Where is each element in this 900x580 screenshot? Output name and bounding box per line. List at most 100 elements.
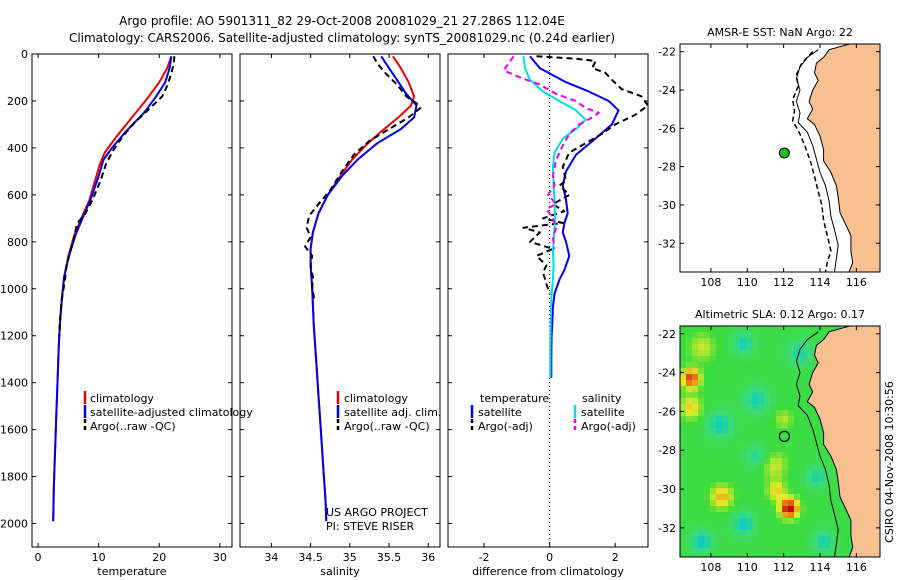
sla-cell [692, 494, 699, 501]
sla-cell [758, 344, 765, 351]
sla-cell [770, 380, 777, 387]
sla-cell [716, 464, 723, 471]
sla-cell [764, 476, 771, 483]
sla-cell [710, 350, 717, 357]
sla-cell [830, 524, 837, 531]
sla-cell [776, 404, 783, 411]
sla-cell [698, 422, 705, 429]
legend-label-satellite: satellite-adjusted climatology [90, 406, 253, 419]
sla-cell [704, 542, 711, 549]
sla-cell [794, 536, 801, 543]
sla-cell [686, 362, 693, 369]
sla-cell [752, 410, 759, 417]
sla-cell [710, 548, 717, 555]
sla-cell [680, 326, 687, 333]
sla-cell [752, 368, 759, 375]
sla-cell [710, 500, 717, 507]
sla-cell [764, 554, 771, 557]
sla-cell [812, 512, 819, 519]
sla-cell [740, 518, 747, 525]
y-tick-label: -26 [658, 405, 676, 418]
sla-cell [782, 398, 789, 405]
sla-cell [758, 530, 765, 537]
sla-cell [812, 488, 819, 495]
sla-cell [740, 386, 747, 393]
sla-cell [716, 386, 723, 393]
sla-cell [800, 554, 807, 557]
sla-cell [740, 482, 747, 489]
sla-cell [728, 518, 735, 525]
sla-cell [800, 380, 807, 387]
sla-cell [716, 470, 723, 477]
sla-cell [806, 506, 813, 513]
sla-cell [680, 428, 687, 435]
sla-cell [830, 470, 837, 477]
sla-cell [758, 482, 765, 489]
sla-cell [692, 440, 699, 447]
sla-cell [698, 338, 705, 345]
sla-cell [728, 422, 735, 429]
sla-cell [824, 548, 831, 555]
x-tick-label: 0 [546, 551, 553, 564]
sla-cell [740, 326, 747, 333]
y-tick-label: 800 [7, 236, 28, 249]
sla-cell [812, 524, 819, 531]
sla-cell [704, 518, 711, 525]
sla-cell [722, 398, 729, 405]
sla-cell [680, 332, 687, 339]
series-line-argo-raw-qc- [304, 55, 422, 301]
sla-cell [740, 368, 747, 375]
sla-cell [710, 416, 717, 423]
sla-cell [716, 410, 723, 417]
sla-cell [692, 476, 699, 483]
legend-label-argo: Argo(..raw -QC) [90, 420, 176, 433]
sla-cell [698, 434, 705, 441]
sla-cell [770, 434, 777, 441]
sla-cell [704, 356, 711, 363]
sla-cell [812, 428, 819, 435]
sla-cell [788, 446, 795, 453]
x-tick-label: 20 [152, 551, 166, 564]
sla-cell [758, 548, 765, 555]
sla-cell [824, 530, 831, 537]
sla-cell [806, 326, 813, 333]
x-tick-label: 34.5 [298, 551, 323, 564]
sla-cell [794, 368, 801, 375]
sla-cell [686, 536, 693, 543]
sla-cell [776, 326, 783, 333]
sla-cell [722, 374, 729, 381]
sla-cell [692, 374, 699, 381]
sla-cell [716, 524, 723, 531]
sla-cell [710, 374, 717, 381]
sla-cell [746, 440, 753, 447]
sla-cell [752, 428, 759, 435]
sla-cell [818, 488, 825, 495]
sla-cell [812, 542, 819, 549]
sla-cell [824, 518, 831, 525]
sla-cell [686, 542, 693, 549]
sla-cell [782, 326, 789, 333]
sla-cell [686, 374, 693, 381]
sla-cell [812, 470, 819, 477]
sla-cell [722, 470, 729, 477]
y-tick-label: -28 [658, 444, 676, 457]
sla-cell [806, 332, 813, 339]
sla-cell [740, 392, 747, 399]
sla-cell [842, 524, 849, 531]
sla-cell [680, 338, 687, 345]
sla-cell [722, 494, 729, 501]
sla-cell [698, 470, 705, 477]
sla-cell [692, 548, 699, 555]
sla-cell [728, 398, 735, 405]
sla-cell [800, 470, 807, 477]
sla-cell [776, 428, 783, 435]
sla-cell [788, 524, 795, 531]
sla-cell [716, 542, 723, 549]
sla-cell [800, 344, 807, 351]
sla-cell [782, 422, 789, 429]
sla-cell [686, 326, 693, 333]
sla-cell [704, 494, 711, 501]
sla-cell [752, 386, 759, 393]
sla-cell [752, 494, 759, 501]
